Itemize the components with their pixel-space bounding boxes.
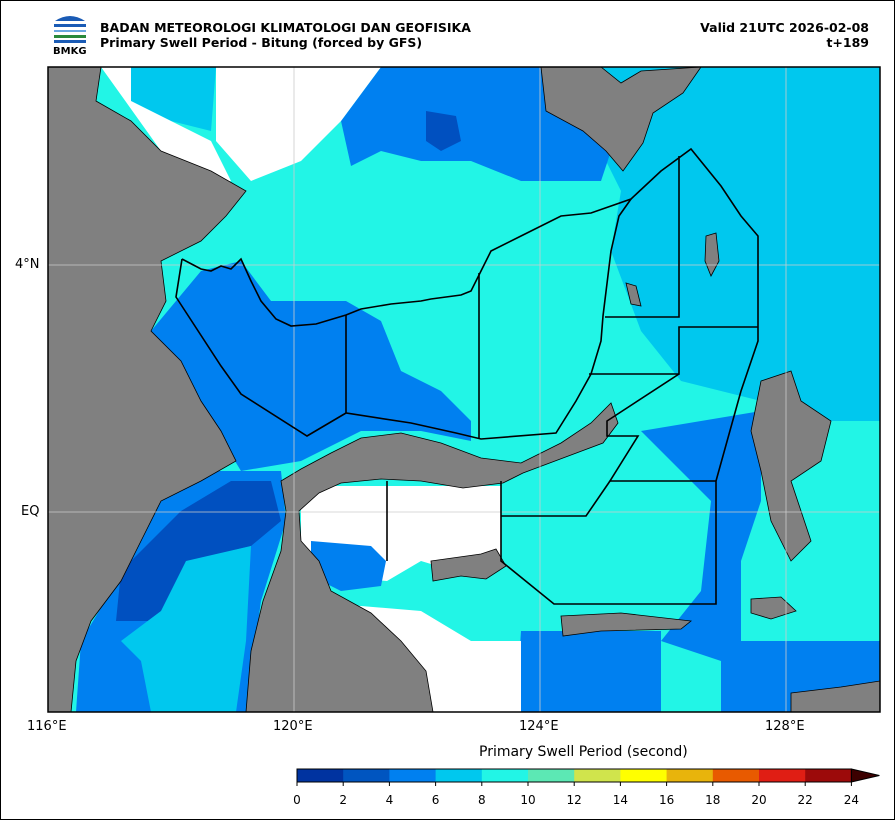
- map-frame: [47, 66, 881, 713]
- y-tick-label: 4°N: [15, 257, 40, 272]
- region-4-6-tomini: [311, 541, 386, 591]
- zone-line: [589, 326, 758, 375]
- land-sula: [560, 612, 693, 637]
- colorbar-segment: [620, 769, 668, 782]
- land-talaud: [625, 282, 642, 307]
- colorbar-segment: [712, 769, 760, 782]
- colorbar-segment: [574, 769, 621, 782]
- colorbar-segment: [481, 769, 529, 782]
- colorbar: [296, 768, 880, 786]
- zone-line: [175, 198, 632, 440]
- zone-line: [606, 373, 716, 482]
- zone-line: [501, 480, 611, 517]
- chart-title: Primary Swell Period - Bitung (forced by…: [100, 35, 423, 50]
- land-buru: [750, 596, 797, 620]
- land-borneo: [48, 67, 247, 712]
- org-name: BADAN METEOROLOGI KLIMATOLOGI DAN GEOFIS…: [100, 20, 471, 35]
- logo-text: BMKG: [53, 46, 87, 57]
- colorbar-label: 18: [705, 793, 721, 807]
- colorbar-label: 20: [751, 793, 767, 807]
- colorbar-segment: [343, 769, 390, 782]
- region-4-6-top: [341, 67, 611, 181]
- no-data-west: [101, 67, 231, 191]
- bmkg-logo: [54, 16, 86, 43]
- colorbar-label: 16: [658, 793, 675, 807]
- colorbar-segment: [759, 769, 806, 782]
- zone-line: [181, 147, 759, 605]
- x-tick-label: 120°E: [273, 719, 313, 734]
- land-halmahera: [750, 370, 832, 562]
- colorbar-label: 6: [431, 793, 440, 807]
- colorbar-extend-arrow: [850, 768, 880, 783]
- colorbar-segment: [666, 769, 714, 782]
- colorbar-label: 14: [612, 793, 629, 807]
- x-tick-label: 128°E: [765, 719, 805, 734]
- x-tick-label: 124°E: [519, 719, 559, 734]
- region-6-8-topleft: [131, 67, 216, 131]
- region-2-4-makassar: [116, 481, 281, 621]
- no-data-north: [216, 67, 381, 181]
- colorbar-label: 22: [797, 793, 813, 807]
- zone-boundaries: [175, 147, 759, 605]
- region-4-6-south: [516, 631, 661, 712]
- zone-line: [605, 156, 680, 318]
- valid-time: Valid 21UTC 2026-02-08: [700, 20, 869, 35]
- region-4-6-west: [151, 261, 471, 471]
- region-6-8-topright: [601, 67, 880, 421]
- land-sulawesi: [245, 402, 619, 712]
- colorbar-segment: [528, 769, 575, 782]
- colorbar-label: 8: [477, 793, 486, 807]
- colorbar-label: 4: [385, 793, 394, 807]
- colorbar-segment: [435, 769, 483, 782]
- land-seram: [790, 680, 880, 712]
- colorbar-label: 10: [520, 793, 536, 807]
- colorbar-segment: [805, 769, 852, 782]
- y-tick-label: EQ: [21, 504, 40, 519]
- colorbar-title: Primary Swell Period (second): [479, 744, 688, 760]
- lead-time: t+189: [826, 35, 869, 50]
- colorbar-segment: [389, 769, 437, 782]
- colorbar-segment: [297, 769, 344, 782]
- x-tick-label: 116°E: [27, 719, 67, 734]
- colorbar-label: 24: [843, 793, 860, 807]
- colorbar-label: 0: [293, 793, 301, 807]
- region-4-6-east: [641, 411, 880, 712]
- land-east-arm: [430, 548, 507, 582]
- region-2-4-top: [426, 111, 461, 151]
- colorbar-label: 2: [339, 793, 348, 807]
- colorbar-label: 12: [566, 793, 582, 807]
- region-6-8-makassar: [121, 546, 251, 712]
- land-mindanao: [540, 67, 702, 172]
